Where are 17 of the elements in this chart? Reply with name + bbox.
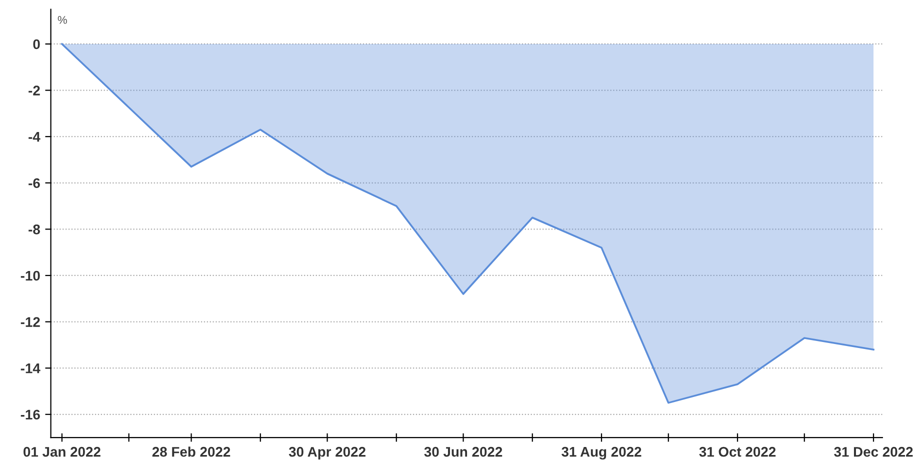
x-tick-label: 30 Apr 2022 bbox=[288, 446, 366, 460]
y-tick-label: -12 bbox=[20, 317, 40, 327]
y-tick-label: -6 bbox=[28, 178, 40, 188]
x-tick-label: 28 Feb 2022 bbox=[152, 446, 230, 457]
x-tick-label: 30 Jun 2022 bbox=[424, 446, 502, 457]
x-tick-label: 31 Aug 2022 bbox=[562, 446, 642, 460]
y-tick-label: -4 bbox=[28, 132, 40, 142]
y-tick-label: -8 bbox=[28, 224, 40, 234]
x-tick-label: 31 Dec 2022 bbox=[834, 446, 913, 457]
y-tick-label: 0 bbox=[33, 39, 40, 50]
y-tick-label: -10 bbox=[20, 270, 40, 281]
x-tick-label: 01 Jan 2022 bbox=[24, 446, 100, 457]
x-tick-label: 31 Oct 2022 bbox=[699, 446, 776, 457]
y-tick-label: -2 bbox=[28, 86, 40, 96]
y-axis-title: % bbox=[58, 16, 67, 24]
y-tick-label: -16 bbox=[20, 410, 40, 420]
y-tick-label: -14 bbox=[20, 364, 40, 374]
